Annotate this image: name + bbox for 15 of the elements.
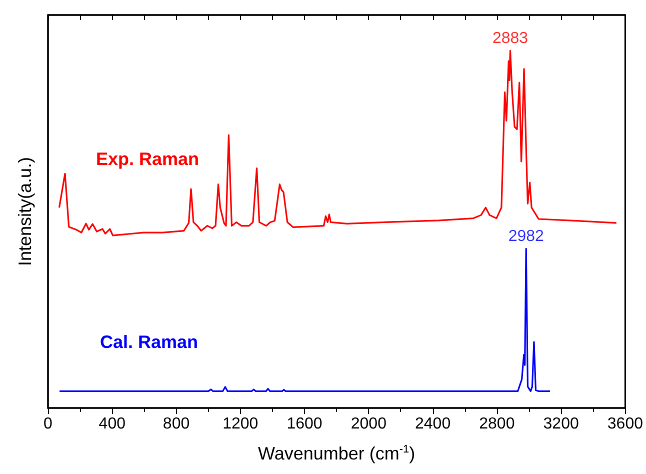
x-tick-label: 400 bbox=[98, 416, 126, 432]
text: Cal. Raman bbox=[100, 332, 198, 352]
series-label: Exp. Raman bbox=[96, 149, 200, 169]
x-tick-label: 3600 bbox=[607, 416, 644, 432]
x-tick-label: 2400 bbox=[415, 416, 451, 432]
x-tick-label: 2800 bbox=[479, 416, 515, 432]
x-tick-label: 2000 bbox=[350, 416, 387, 432]
y-axis-title: Intensity(a.u.) bbox=[15, 156, 35, 266]
x-tick-label: 0 bbox=[44, 416, 53, 432]
annotation: 2982 bbox=[508, 228, 544, 246]
annotation: 2883 bbox=[492, 30, 528, 48]
x-tick-label: 1200 bbox=[222, 416, 258, 432]
x-tick-label: 3200 bbox=[543, 416, 579, 432]
x-tick-label: 800 bbox=[162, 416, 190, 432]
x-tick-label: 1600 bbox=[286, 416, 322, 432]
